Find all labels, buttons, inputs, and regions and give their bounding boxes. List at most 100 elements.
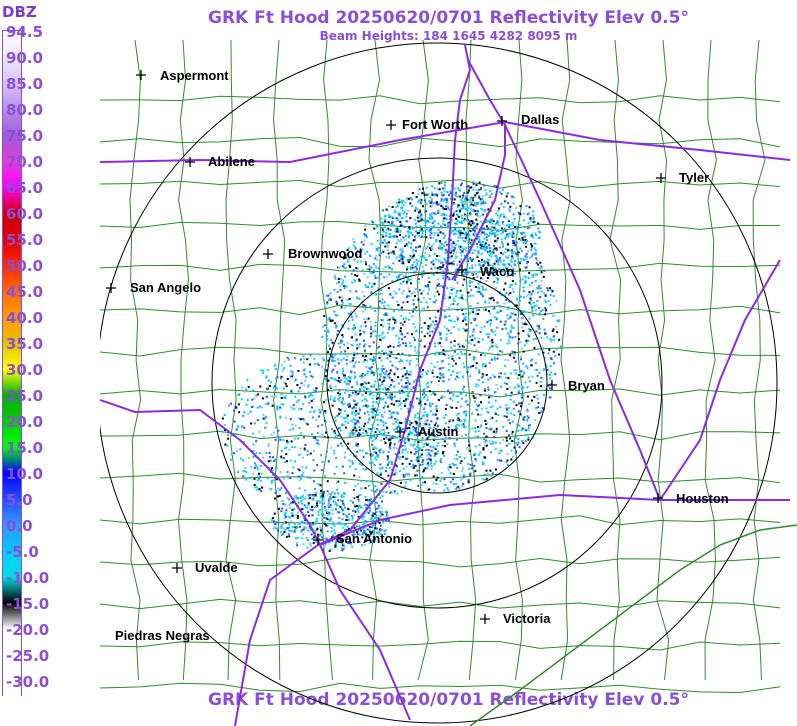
- echo-pixel: [448, 306, 451, 309]
- echo-pixel: [491, 405, 494, 408]
- echo-pixel: [358, 416, 361, 419]
- echo-pixel: [257, 478, 260, 480]
- echo-pixel: [508, 232, 511, 235]
- echo-pixel: [469, 212, 472, 215]
- echo-pixel: [514, 281, 517, 284]
- echo-pixel: [443, 315, 446, 318]
- echo-pixel: [454, 300, 456, 303]
- echo-pixel: [541, 308, 544, 311]
- echo-pixel: [456, 318, 459, 321]
- echo-pixel: [460, 420, 462, 423]
- echo-pixel: [344, 451, 347, 454]
- echo-pixel: [324, 475, 327, 478]
- echo-pixel: [241, 386, 244, 389]
- echo-pixel: [398, 400, 401, 403]
- echo-pixel: [465, 195, 468, 198]
- echo-pixel: [363, 389, 366, 392]
- echo-pixel: [525, 434, 528, 437]
- echo-pixel: [365, 399, 368, 402]
- echo-pixel: [363, 355, 366, 358]
- echo-pixel: [453, 458, 456, 461]
- echo-pixel: [457, 424, 460, 427]
- echo-pixel: [359, 329, 362, 332]
- echo-pixel: [482, 264, 485, 267]
- echo-pixel: [492, 441, 495, 444]
- echo-pixel: [549, 377, 552, 380]
- echo-pixel: [322, 326, 324, 328]
- echo-pixel: [514, 259, 517, 262]
- echo-pixel: [393, 252, 396, 255]
- echo-pixel: [504, 271, 506, 274]
- interstate-highways: [100, 44, 791, 726]
- echo-pixel: [325, 431, 327, 434]
- echo-pixel: [396, 419, 399, 421]
- echo-pixel: [461, 294, 464, 297]
- echo-pixel: [425, 458, 428, 461]
- echo-pixel: [418, 446, 421, 449]
- echo-pixel: [485, 423, 488, 426]
- echo-pixel: [360, 241, 363, 244]
- echo-pixel: [348, 302, 351, 305]
- echo-pixel: [389, 396, 392, 399]
- echo-pixel: [447, 276, 450, 279]
- echo-pixel: [470, 258, 473, 261]
- echo-pixel: [415, 267, 418, 270]
- highway-us59: [659, 259, 781, 501]
- echo-pixel: [507, 224, 510, 227]
- echo-pixel: [489, 406, 492, 409]
- echo-pixel: [505, 298, 508, 301]
- echo-pixel: [404, 398, 407, 401]
- echo-pixel: [551, 330, 554, 333]
- echo-pixel: [523, 310, 526, 313]
- echo-pixel: [412, 249, 415, 252]
- echo-pixel: [421, 307, 424, 310]
- echo-pixel: [530, 299, 532, 302]
- echo-pixel: [393, 224, 395, 227]
- echo-pixel: [471, 200, 474, 203]
- echo-pixel: [408, 295, 411, 298]
- echo-pixel: [450, 262, 453, 265]
- echo-pixel: [503, 372, 506, 375]
- echo-pixel: [489, 442, 492, 445]
- echo-pixel: [481, 365, 484, 368]
- echo-pixel: [456, 308, 459, 311]
- echo-pixel: [536, 397, 539, 400]
- echo-pixel: [378, 522, 381, 524]
- echo-pixel: [423, 307, 425, 310]
- echo-pixel: [354, 403, 357, 406]
- echo-pixel: [304, 519, 307, 522]
- echo-pixel: [359, 433, 362, 436]
- echo-pixel: [544, 307, 547, 310]
- echo-pixel: [376, 239, 379, 242]
- echo-pixel: [524, 255, 527, 258]
- echo-pixel: [445, 333, 448, 336]
- echo-pixel: [316, 463, 319, 466]
- echo-pixel: [455, 454, 458, 457]
- echo-pixel: [366, 276, 369, 279]
- echo-pixel: [338, 396, 341, 399]
- echo-pixel: [498, 442, 501, 445]
- echo-pixel: [333, 398, 336, 401]
- echo-pixel: [335, 456, 338, 459]
- echo-pixel: [471, 264, 474, 266]
- echo-pixel: [514, 263, 517, 266]
- echo-pixel: [358, 279, 361, 282]
- echo-pixel: [265, 422, 268, 425]
- echo-pixel: [261, 369, 264, 372]
- echo-pixel: [336, 511, 339, 513]
- echo-pixel: [367, 317, 370, 320]
- echo-pixel: [364, 382, 367, 385]
- echo-pixel: [495, 427, 498, 430]
- echo-pixel: [488, 273, 491, 276]
- echo-pixel: [495, 212, 498, 215]
- echo-pixel: [309, 452, 312, 455]
- echo-pixel: [503, 323, 506, 326]
- echo-pixel: [286, 356, 289, 359]
- echo-pixel: [461, 470, 464, 473]
- echo-pixel: [334, 508, 337, 511]
- echo-pixel: [309, 542, 312, 545]
- echo-pixel: [370, 326, 372, 328]
- echo-pixel: [443, 478, 446, 481]
- echo-pixel: [420, 218, 423, 221]
- echo-pixel: [495, 249, 498, 252]
